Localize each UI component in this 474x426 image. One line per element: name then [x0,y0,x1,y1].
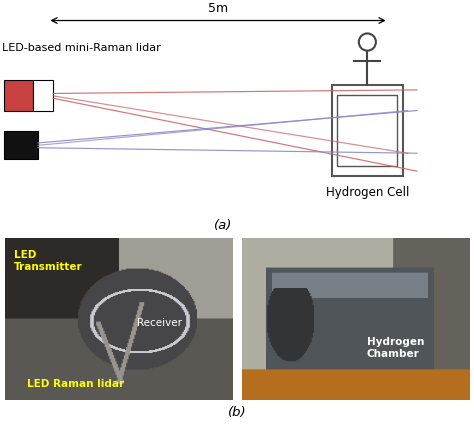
Bar [332,86,403,176]
Text: Hydrogen Cell: Hydrogen Cell [326,185,409,198]
Text: (a): (a) [214,219,232,231]
Text: LED-based mini-Raman lidar: LED-based mini-Raman lidar [2,43,161,53]
Bar [4,132,38,160]
Text: Receiver: Receiver [137,318,182,328]
Text: 5m: 5m [208,2,228,15]
Text: LED Raman lidar: LED Raman lidar [27,378,125,388]
Bar [4,81,33,112]
Bar [337,95,397,167]
Text: LED
Transmitter: LED Transmitter [14,250,82,271]
Text: (b): (b) [228,405,246,417]
Text: Hydrogen
Chamber: Hydrogen Chamber [367,336,424,358]
Bar [33,81,53,112]
